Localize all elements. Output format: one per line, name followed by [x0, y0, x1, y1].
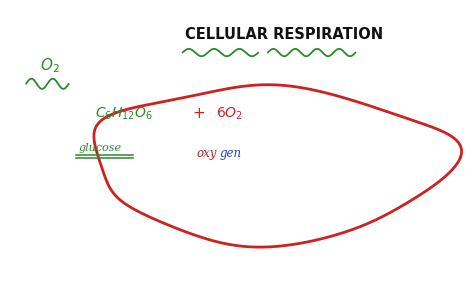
Text: oxy: oxy	[197, 147, 217, 160]
Text: CELLULAR RESPIRATION: CELLULAR RESPIRATION	[185, 27, 383, 41]
Text: gen: gen	[219, 147, 242, 160]
Text: +: +	[193, 106, 205, 121]
Text: $6O_2$: $6O_2$	[216, 105, 243, 122]
Text: $O_2$: $O_2$	[40, 56, 60, 75]
Text: $C_6H_{12}O_6$: $C_6H_{12}O_6$	[95, 105, 153, 122]
Text: glucose: glucose	[78, 143, 121, 153]
